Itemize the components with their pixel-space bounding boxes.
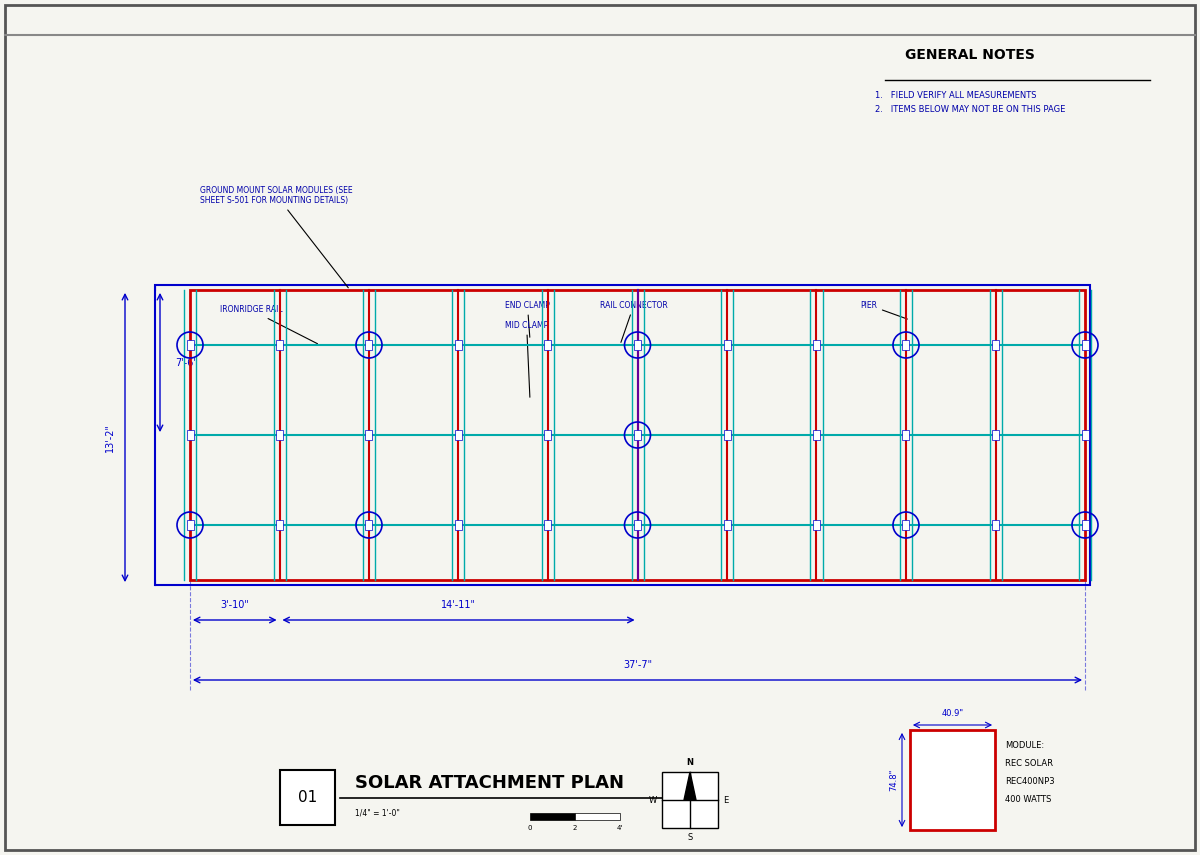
Text: REC400NP3: REC400NP3 <box>1004 776 1055 786</box>
Text: 13'-2": 13'-2" <box>106 423 115 452</box>
Bar <box>814 340 820 350</box>
Text: SOLAR ATTACHMENT PLAN: SOLAR ATTACHMENT PLAN <box>355 774 624 792</box>
Text: PIER: PIER <box>860 300 907 319</box>
Text: 2.   ITEMS BELOW MAY NOT BE ON THIS PAGE: 2. ITEMS BELOW MAY NOT BE ON THIS PAGE <box>875 105 1066 115</box>
Text: E: E <box>722 795 728 805</box>
Bar <box>1081 430 1088 440</box>
Text: 37'-7": 37'-7" <box>623 660 652 670</box>
Bar <box>902 340 910 350</box>
Text: 14'-11": 14'-11" <box>442 600 476 610</box>
Text: N: N <box>686 758 694 767</box>
Text: MODULE:: MODULE: <box>1004 740 1044 750</box>
Bar <box>545 340 552 350</box>
Bar <box>455 340 462 350</box>
Bar <box>662 772 718 828</box>
Text: 0: 0 <box>528 825 533 831</box>
Text: IRONRIDGE RAIL: IRONRIDGE RAIL <box>220 305 318 344</box>
Text: S: S <box>688 833 692 842</box>
Text: 74.8": 74.8" <box>889 769 898 791</box>
Bar <box>992 430 998 440</box>
Bar <box>455 430 462 440</box>
Bar <box>366 430 372 440</box>
Bar <box>724 340 731 350</box>
Bar <box>902 520 910 530</box>
Bar <box>992 340 998 350</box>
Bar <box>190 290 1085 580</box>
Text: GROUND MOUNT SOLAR MODULES (SEE
SHEET S-501 FOR MOUNTING DETAILS): GROUND MOUNT SOLAR MODULES (SEE SHEET S-… <box>200 186 353 288</box>
Bar <box>1081 340 1088 350</box>
Text: 40.9": 40.9" <box>942 709 964 718</box>
Text: 2: 2 <box>572 825 577 831</box>
Bar <box>455 520 462 530</box>
Bar <box>992 520 998 530</box>
Bar <box>276 520 283 530</box>
Bar <box>366 520 372 530</box>
Bar <box>1081 520 1088 530</box>
Text: END CLAMP: END CLAMP <box>505 300 550 337</box>
Bar <box>724 520 731 530</box>
Bar <box>634 520 641 530</box>
Bar <box>366 340 372 350</box>
Bar <box>530 813 575 820</box>
Text: 1.   FIELD VERIFY ALL MEASUREMENTS: 1. FIELD VERIFY ALL MEASUREMENTS <box>875 91 1037 99</box>
Text: 01: 01 <box>298 789 317 805</box>
Bar <box>575 813 620 820</box>
Text: W: W <box>649 795 658 805</box>
Text: GENERAL NOTES: GENERAL NOTES <box>905 48 1034 62</box>
Bar <box>634 340 641 350</box>
Text: 1/4" = 1'-0": 1/4" = 1'-0" <box>355 809 400 817</box>
Polygon shape <box>684 772 696 800</box>
Bar <box>186 340 193 350</box>
Bar <box>814 430 820 440</box>
Text: REC SOLAR: REC SOLAR <box>1004 758 1054 768</box>
Text: 7'-6": 7'-6" <box>175 357 198 368</box>
Text: 4': 4' <box>617 825 623 831</box>
Bar <box>545 520 552 530</box>
Bar <box>186 430 193 440</box>
Bar <box>545 430 552 440</box>
Text: 400 WATTS: 400 WATTS <box>1004 794 1051 804</box>
Bar <box>910 730 995 830</box>
Bar <box>902 430 910 440</box>
Bar <box>280 770 335 825</box>
Bar <box>155 285 1090 585</box>
Bar <box>724 430 731 440</box>
Bar <box>276 340 283 350</box>
Bar <box>634 430 641 440</box>
Bar <box>814 520 820 530</box>
Text: 3'-10": 3'-10" <box>221 600 250 610</box>
Text: MID CLAMP: MID CLAMP <box>505 321 548 398</box>
Bar <box>186 520 193 530</box>
Text: RAIL CONNECTOR: RAIL CONNECTOR <box>600 300 667 342</box>
Bar <box>276 430 283 440</box>
